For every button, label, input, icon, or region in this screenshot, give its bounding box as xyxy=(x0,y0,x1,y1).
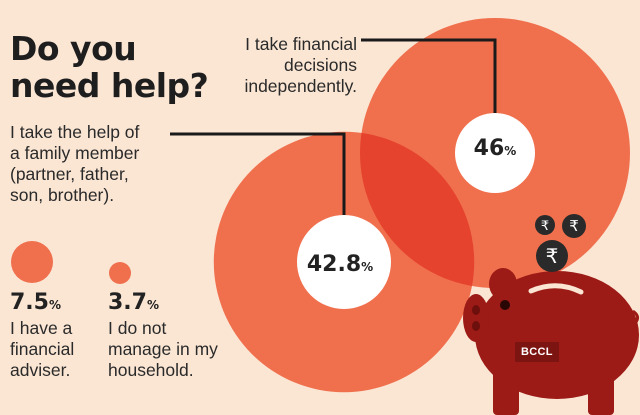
piggy-tail xyxy=(629,310,639,332)
piggy-bank-illustration xyxy=(463,268,639,415)
svg-text:₹: ₹ xyxy=(546,244,559,268)
label-independent: I take financial decisions independently… xyxy=(244,34,357,96)
svg-text:₹: ₹ xyxy=(541,219,549,234)
piggy-body xyxy=(475,271,639,399)
label-family: I take the help of a family member (part… xyxy=(10,122,140,205)
value-disc-family xyxy=(297,215,391,309)
piggy-snout xyxy=(463,294,489,342)
rupee-icon: ₹ xyxy=(562,214,586,238)
piggy-leg-front xyxy=(493,370,519,415)
piggy-coin-slot xyxy=(528,283,584,295)
label-not-manage: I do not manage in my household. xyxy=(108,318,218,380)
value-label-family: 42.8% xyxy=(306,252,374,277)
label-adviser: I have a financial adviser. xyxy=(10,318,75,380)
value-disc-independent xyxy=(455,113,535,193)
piggy-eye xyxy=(500,300,510,310)
value-label-independent: 46% xyxy=(473,136,517,161)
leader-line-family xyxy=(170,132,346,215)
watermark-plate xyxy=(515,342,559,362)
bubbles-layer xyxy=(11,18,630,393)
title-line-1: Do you xyxy=(10,29,137,68)
piggy-nostril-right xyxy=(472,321,480,331)
piggy-nostril-left xyxy=(472,305,480,315)
rupee-icon: ₹ xyxy=(535,215,555,235)
svg-text:₹: ₹ xyxy=(569,217,579,235)
leader-line-independent xyxy=(361,38,497,113)
value-label-not-manage: 3.7% xyxy=(108,290,160,315)
bubble-not-manage xyxy=(109,262,131,284)
watermark: BCCL xyxy=(521,346,553,358)
title-line-2: need help? xyxy=(10,66,209,105)
page-title: Do you need help? xyxy=(10,29,209,105)
value-label-adviser: 7.5% xyxy=(10,290,62,315)
leader-lines xyxy=(170,38,497,215)
bubble-overlap xyxy=(360,131,475,288)
bubble-adviser xyxy=(11,241,53,283)
rupee-icon: ₹ xyxy=(536,240,568,272)
piggy-leg-back xyxy=(588,372,614,415)
coins: ₹ ₹ ₹ xyxy=(535,214,586,272)
